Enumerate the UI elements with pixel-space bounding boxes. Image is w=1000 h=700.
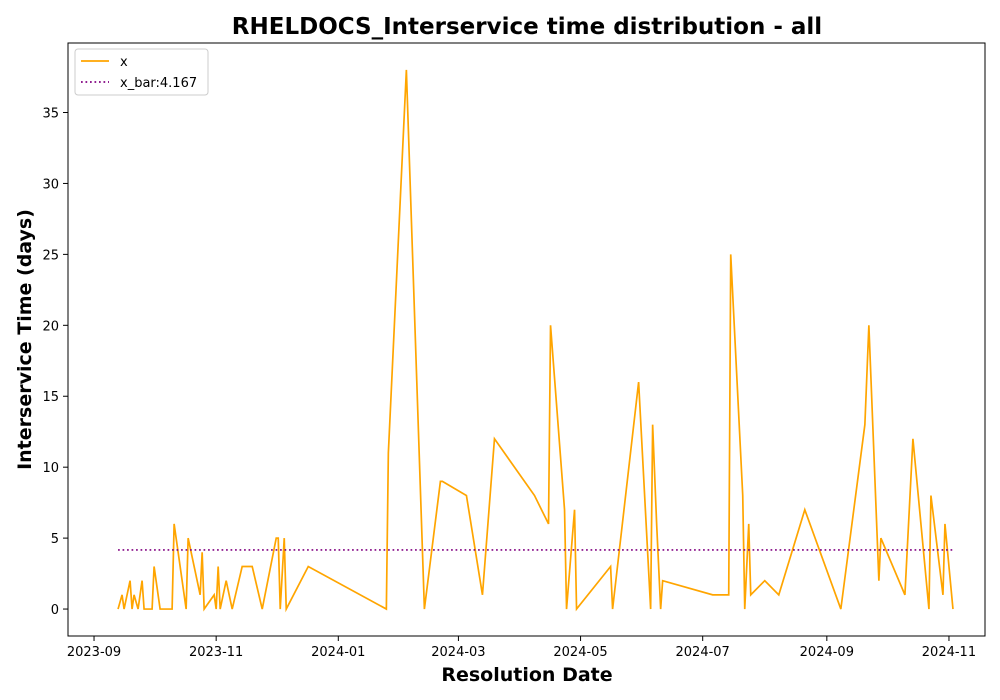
x-tick-label: 2024-05 xyxy=(553,645,607,660)
legend-label-x: x xyxy=(120,55,128,70)
x-tick-label: 2024-09 xyxy=(800,645,854,660)
x-tick-label: 2023-11 xyxy=(189,645,243,660)
plot-area xyxy=(117,69,955,613)
y-axis-label: Interservice Time (days) xyxy=(14,209,36,470)
x-tick-label: 2024-11 xyxy=(922,645,976,660)
y-tick-label: 35 xyxy=(42,107,59,122)
legend-label-x-bar: x_bar:4.167 xyxy=(120,76,197,91)
y-axis-ticks: 0 5 10 15 20 25 30 35 xyxy=(42,107,68,618)
x-axis-ticks: 2023-09 2023-11 2024-01 2024-03 2024-05 2024-… xyxy=(67,636,976,660)
x-tick-label: 2024-07 xyxy=(676,645,730,660)
y-tick-label: 0 xyxy=(51,603,59,618)
x-axis-label: Resolution Date xyxy=(441,664,612,686)
y-tick-label: 10 xyxy=(42,461,59,476)
series-line-x xyxy=(117,69,954,613)
y-tick-label: 30 xyxy=(42,177,59,192)
y-tick-label: 20 xyxy=(42,319,59,334)
x-tick-label: 2024-03 xyxy=(431,645,485,660)
chart-title: RHELDOCS_Interservice time distribution … xyxy=(232,14,822,40)
legend: x x_bar:4.167 xyxy=(74,48,209,96)
plot-frame xyxy=(67,42,986,637)
y-tick-label: 5 xyxy=(51,532,59,547)
y-tick-label: 15 xyxy=(42,390,59,405)
x-tick-label: 2023-09 xyxy=(67,645,121,660)
y-tick-label: 25 xyxy=(42,248,59,263)
x-tick-label: 2024-01 xyxy=(311,645,365,660)
